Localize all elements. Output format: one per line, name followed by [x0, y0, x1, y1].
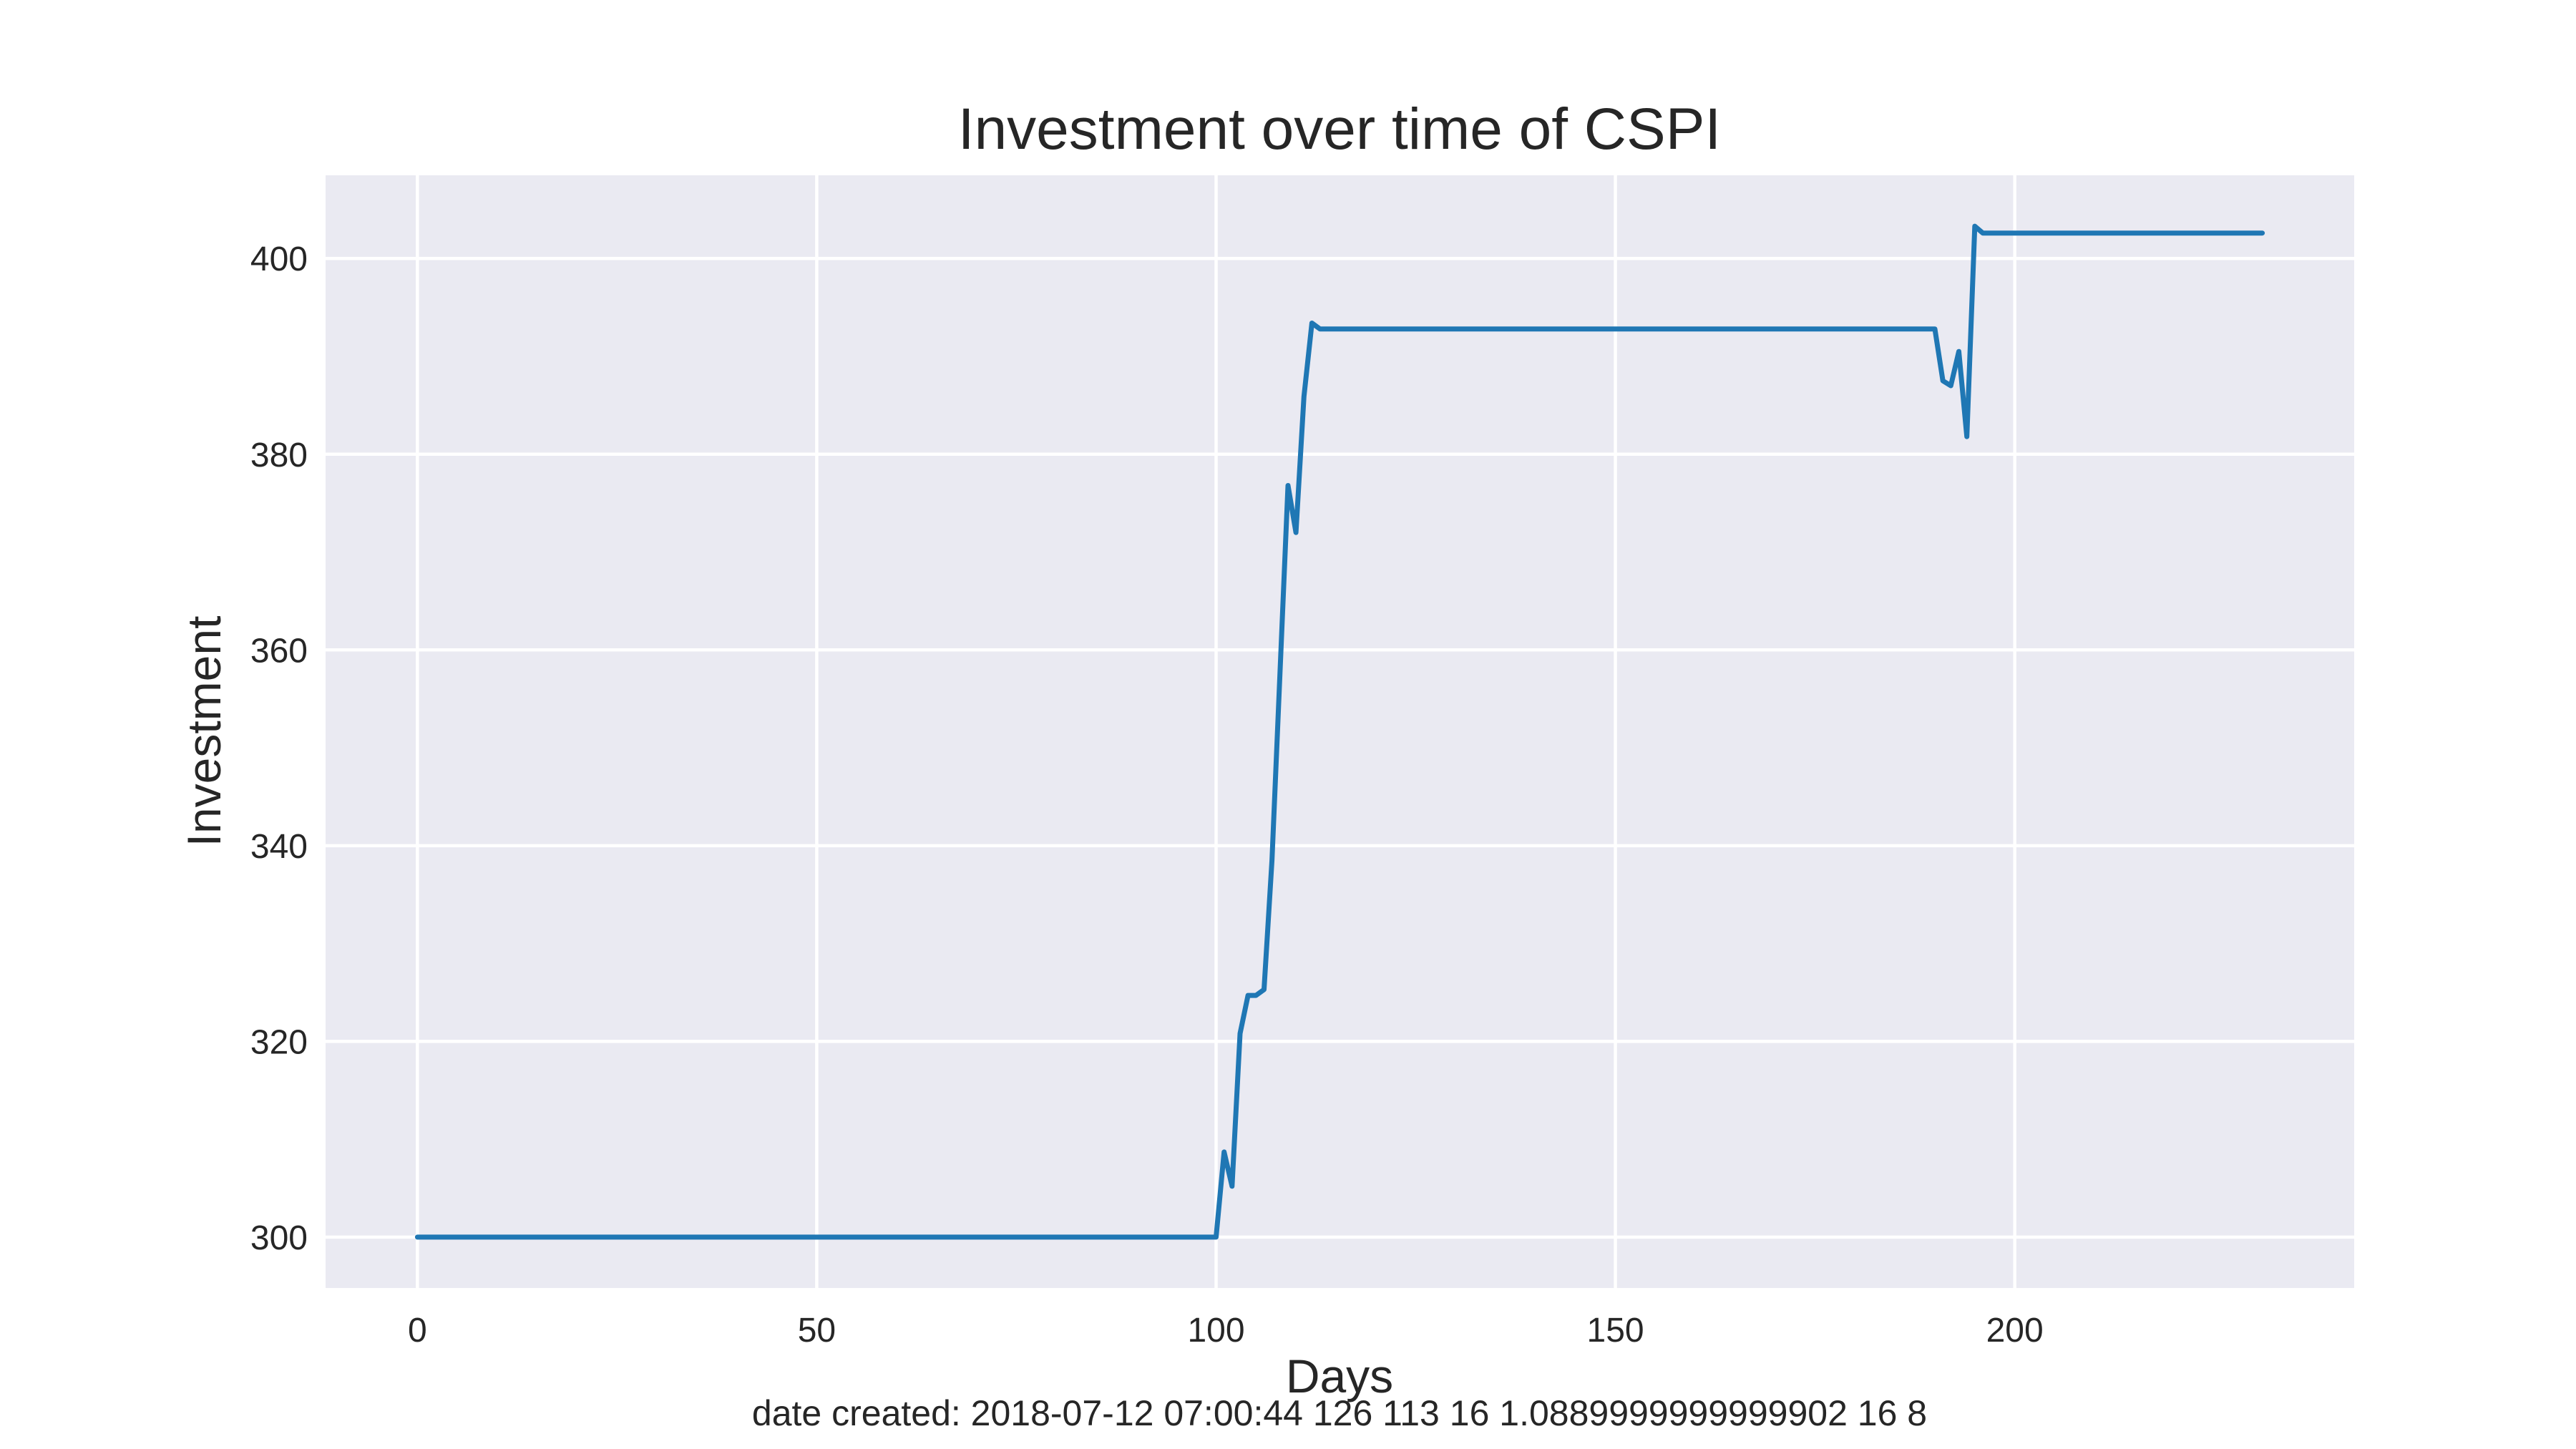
plot-area — [326, 175, 2354, 1288]
y-tick-label: 360 — [250, 632, 308, 670]
x-tick-label: 50 — [798, 1312, 836, 1350]
y-tick-label: 340 — [250, 828, 308, 866]
x-tick-label: 100 — [1187, 1312, 1244, 1350]
y-tick-label: 400 — [250, 240, 308, 278]
y-axis-label: Investment — [177, 616, 230, 847]
x-tick-label: 150 — [1587, 1312, 1644, 1350]
investment-series-line — [414, 223, 2265, 1240]
y-tick-label: 300 — [250, 1219, 308, 1257]
series-layer — [414, 223, 2265, 1240]
x-tick-label: 200 — [1986, 1312, 2044, 1350]
y-tick-labels: 300 320 340 360 380 400 — [250, 240, 308, 1257]
x-axis-label: Days — [1286, 1350, 1393, 1402]
y-tick-label: 380 — [250, 436, 308, 474]
date-created-footnote: date created: 2018-07-12 07:00:44 126 11… — [752, 1393, 1927, 1433]
x-tick-label: 0 — [408, 1312, 427, 1350]
x-tick-labels: 0 50 100 150 200 — [408, 1312, 2044, 1350]
y-tick-label: 320 — [250, 1023, 308, 1061]
chart-title: Investment over time of CSPI — [958, 97, 1721, 162]
